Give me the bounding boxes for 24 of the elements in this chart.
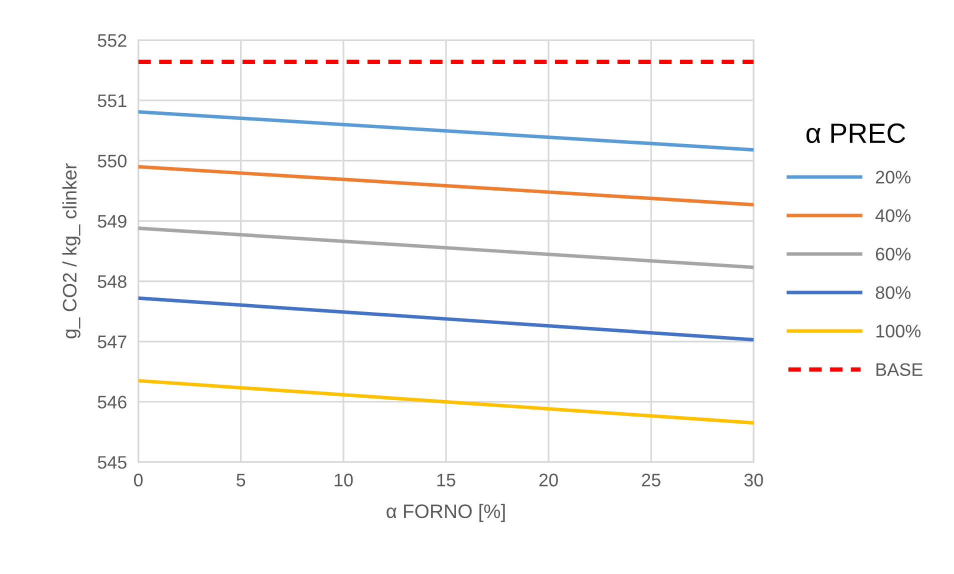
legend-label: 20%: [876, 170, 911, 184]
y-tick-label: 547: [98, 336, 126, 348]
y-tick-label: 548: [98, 275, 126, 288]
x-tick-label: 25: [642, 474, 660, 486]
legend-label: 100%: [876, 324, 921, 338]
y-tick-label: 546: [98, 396, 126, 409]
legend-label: 60%: [876, 248, 911, 261]
x-tick-label: 20: [539, 474, 558, 486]
y-tick-label: 545: [98, 456, 126, 469]
x-tick-label: 5: [236, 474, 246, 486]
x-tick-label: 30: [744, 474, 763, 486]
x-tick-label: 10: [334, 474, 353, 486]
x-axis-title: α FORNO [%]: [386, 504, 505, 522]
y-tick-label: 552: [98, 34, 126, 47]
legend-label: 80%: [876, 286, 911, 299]
y-axis-title: g_ CO2 / kg_ clinker: [62, 163, 80, 338]
x-tick-label: 15: [437, 474, 456, 486]
y-tick-label: 550: [98, 154, 127, 168]
y-tick-label: 549: [98, 214, 126, 228]
legend-label: BASE: [876, 363, 922, 376]
legend-label: 40%: [875, 209, 911, 222]
legend-title: α PREC: [806, 123, 906, 144]
x-tick-label: 0: [134, 474, 143, 486]
y-tick-label: 551: [98, 94, 126, 108]
